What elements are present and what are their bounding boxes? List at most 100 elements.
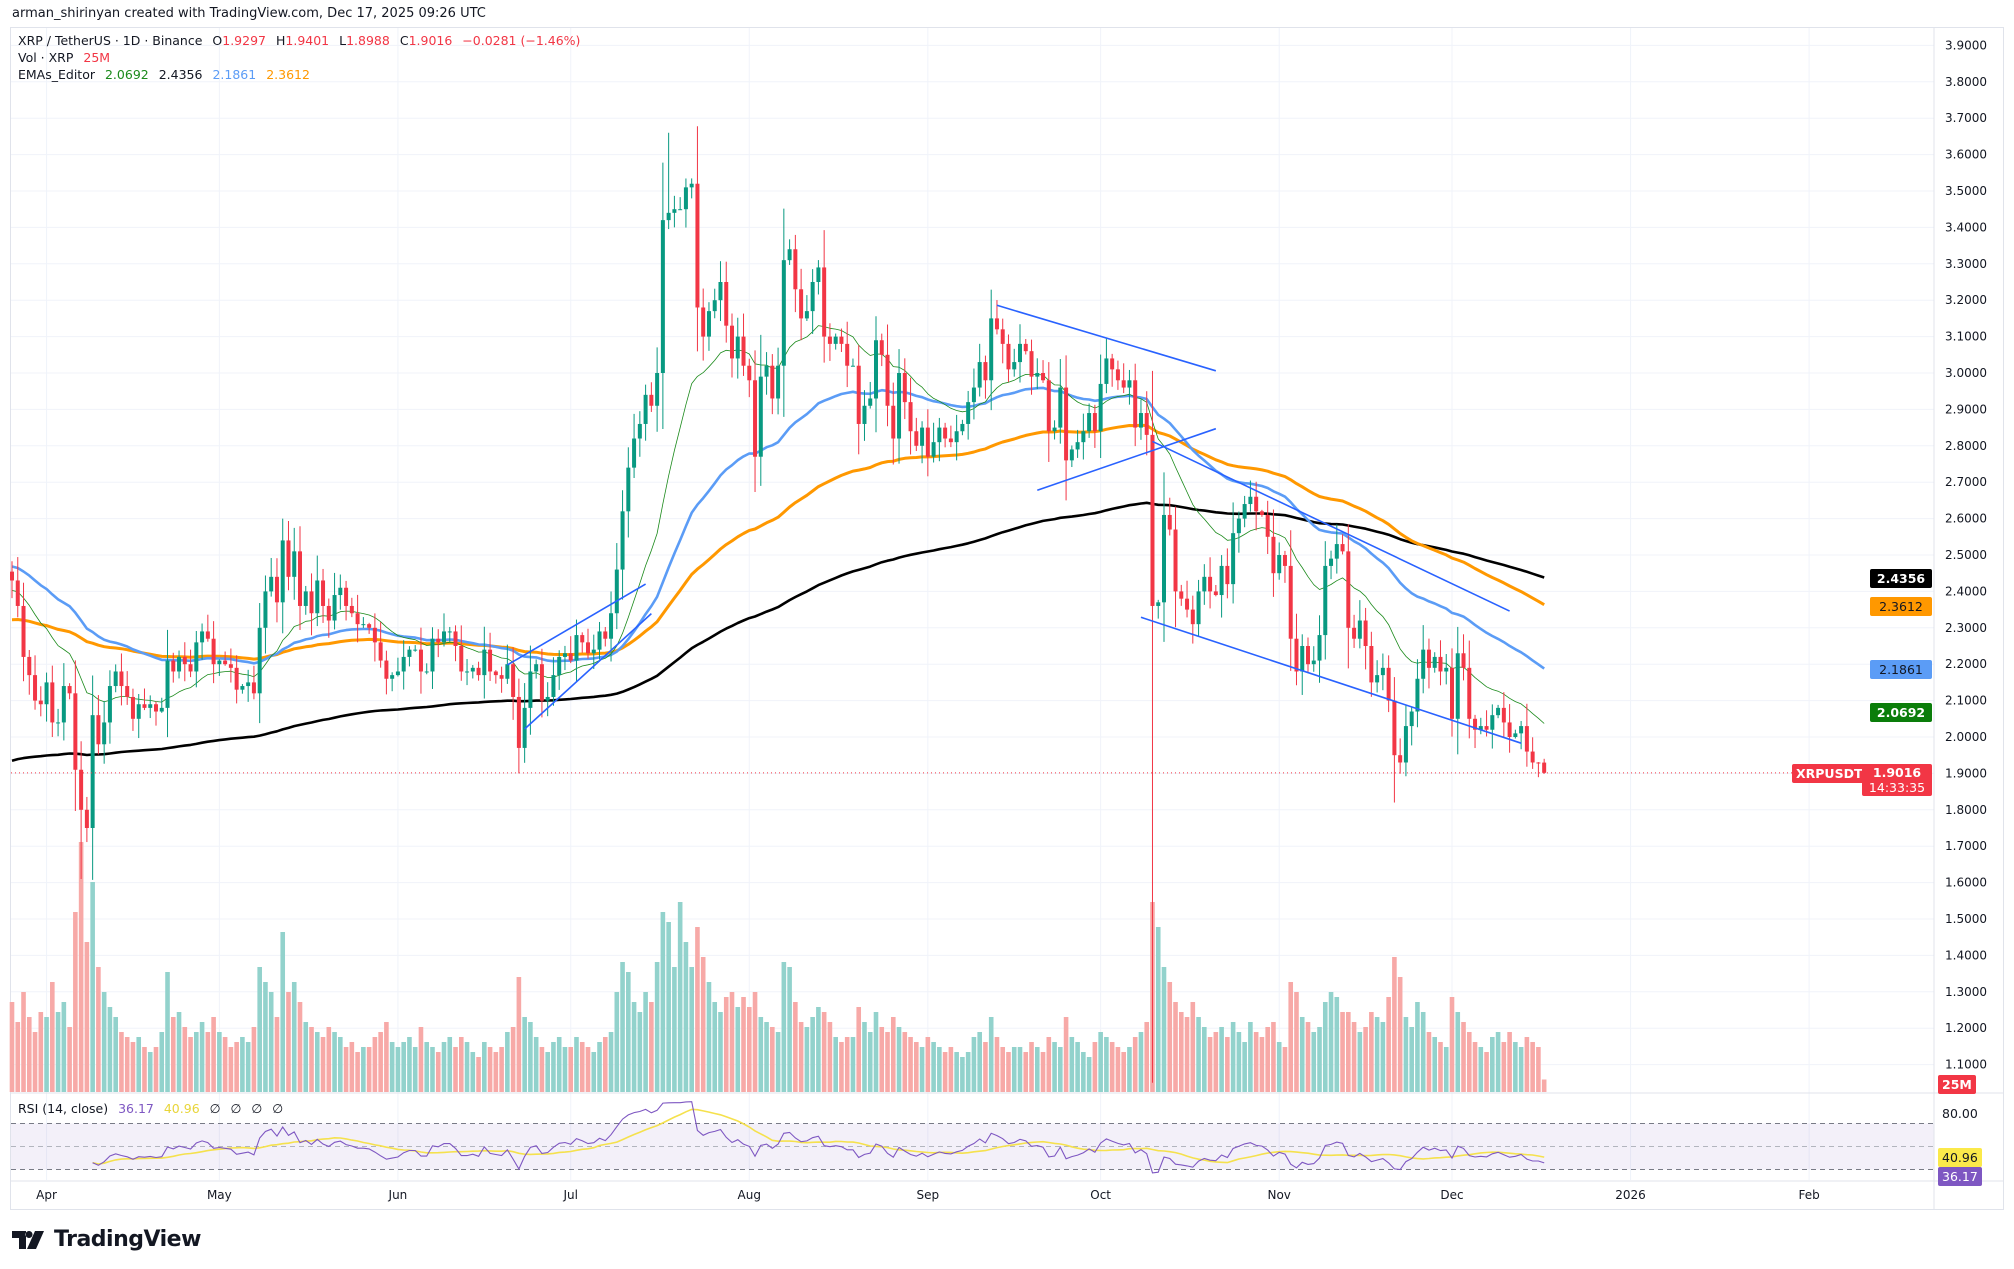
candle-body xyxy=(586,642,590,654)
rsi-empty-value: ∅ xyxy=(230,1101,242,1116)
ema100-value: 2.3612 xyxy=(266,67,310,82)
candle-body xyxy=(476,667,481,676)
volume-bar xyxy=(1524,1037,1530,1092)
volume-bar xyxy=(528,1022,533,1092)
volume-bar xyxy=(890,1017,896,1092)
volume-bar xyxy=(407,1037,412,1092)
candle-body xyxy=(315,580,320,614)
candle-body xyxy=(1064,387,1069,461)
candle-body xyxy=(551,675,556,697)
volume-bar xyxy=(545,1052,550,1092)
volume-bar xyxy=(372,1037,378,1092)
candle-body xyxy=(649,394,654,406)
candle-body xyxy=(626,467,631,512)
symbol-price-badge: XRPUSDT xyxy=(1792,763,1867,783)
volume-bar xyxy=(395,1047,401,1092)
price-tick-label: 1.8000 xyxy=(1945,803,1987,817)
candle-body xyxy=(810,282,815,312)
tradingview-logo[interactable]: TradingView xyxy=(12,1227,201,1252)
candles xyxy=(10,126,1547,1083)
volume-bar xyxy=(487,1047,493,1092)
candle-body xyxy=(1461,653,1466,668)
volume-bar xyxy=(78,842,84,1092)
volume-bar xyxy=(1501,1042,1507,1092)
volume-bar xyxy=(412,1047,418,1092)
rsi-line xyxy=(92,1101,1545,1174)
candle-body xyxy=(194,642,199,672)
candle-body xyxy=(257,627,262,694)
volume-bar xyxy=(712,1002,718,1092)
candle-body xyxy=(793,249,798,290)
open-value: 1.9297 xyxy=(222,33,266,48)
candle-body xyxy=(695,183,700,308)
rsi-axis-label: 80.00 xyxy=(1942,1106,1978,1121)
volume-bar xyxy=(1294,992,1299,1092)
candle-body xyxy=(753,380,758,457)
volume-bar xyxy=(960,1057,965,1092)
candle-body xyxy=(943,427,948,439)
rsi-pane xyxy=(11,1101,1934,1174)
candle-body xyxy=(562,653,567,657)
volume-bar xyxy=(793,1002,798,1092)
volume-legend[interactable]: Vol · XRP 25M xyxy=(18,50,116,65)
candle-body xyxy=(706,311,711,337)
candle-body xyxy=(505,664,510,679)
candle-body xyxy=(1409,711,1414,727)
candle-body xyxy=(1455,653,1460,719)
candle-body xyxy=(960,423,965,432)
chart-frame xyxy=(10,27,2004,1210)
candle-body xyxy=(1386,667,1391,701)
ema-legend[interactable]: EMAs_Editor 2.0692 2.4356 2.1861 2.3612 xyxy=(18,67,316,82)
volume-bar xyxy=(1530,1042,1535,1092)
volume-bar xyxy=(96,967,101,1092)
candle-body xyxy=(447,631,452,633)
volume-bar xyxy=(314,1032,320,1092)
candle-body xyxy=(816,267,821,282)
candle-body xyxy=(948,438,953,443)
volume-bar xyxy=(1449,997,1455,1092)
volume-bar xyxy=(539,1047,545,1092)
candle-body xyxy=(182,656,187,665)
symbol-legend[interactable]: XRP / TetherUS · 1D · Binance O1.9297 H1… xyxy=(18,33,586,48)
candle-body xyxy=(274,576,279,603)
volume-bar xyxy=(1138,1032,1144,1092)
volume-bar xyxy=(1265,1027,1270,1092)
price-tick-label: 2.4000 xyxy=(1945,584,1987,598)
volume-bar xyxy=(925,1037,931,1092)
volume-bar xyxy=(1334,997,1340,1092)
volume-bar xyxy=(1196,1017,1201,1092)
volume-bar xyxy=(585,1047,591,1092)
price-tick-label: 3.5000 xyxy=(1945,184,1987,198)
price-tick-label: 1.9000 xyxy=(1945,766,1987,780)
brand-name: TradingView xyxy=(54,1227,201,1252)
last-price: 1.9016 xyxy=(1872,764,1922,780)
volume-bar xyxy=(1017,1047,1023,1092)
candle-body xyxy=(1363,620,1368,646)
price-tick-label: 1.7000 xyxy=(1945,839,1987,853)
candle-body xyxy=(1277,555,1282,574)
candle-body xyxy=(833,336,838,344)
candle-body xyxy=(678,209,683,211)
volume-bar xyxy=(326,1027,332,1092)
candle-body xyxy=(211,638,216,665)
close-value: 1.9016 xyxy=(408,33,453,48)
candle-body xyxy=(539,664,544,701)
price-tick-label: 1.6000 xyxy=(1945,876,1987,890)
volume-bar xyxy=(700,957,706,1092)
volume-bar xyxy=(1046,1037,1052,1092)
volume-bar xyxy=(286,992,291,1092)
candle-body xyxy=(522,707,527,748)
candle-body xyxy=(50,682,55,723)
trendline xyxy=(1037,427,1217,491)
volume-bar xyxy=(556,1037,562,1092)
rsi-legend[interactable]: RSI (14, close) 36.17 40.96 ∅ ∅ ∅ ∅ xyxy=(18,1101,289,1116)
volume-bar xyxy=(464,1042,470,1092)
volume-bar xyxy=(1369,1012,1374,1092)
candle-body xyxy=(430,638,435,672)
volume-bar xyxy=(885,1032,890,1092)
candle-body xyxy=(614,569,619,614)
candle-body xyxy=(61,686,66,723)
candle-body xyxy=(390,675,395,679)
volume-bar xyxy=(1040,1052,1046,1092)
